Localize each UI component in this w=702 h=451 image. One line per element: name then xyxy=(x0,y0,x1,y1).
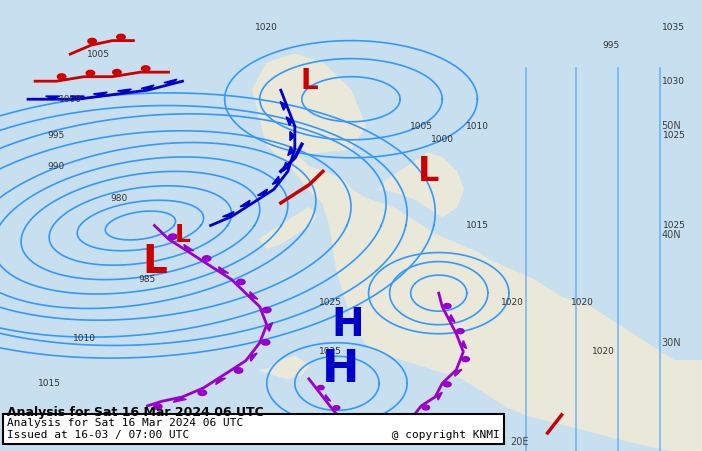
Polygon shape xyxy=(70,96,84,99)
Polygon shape xyxy=(280,101,286,110)
Polygon shape xyxy=(266,322,272,331)
Circle shape xyxy=(317,386,324,390)
Text: 990: 990 xyxy=(48,162,65,171)
Polygon shape xyxy=(272,176,280,184)
Circle shape xyxy=(462,357,470,362)
Circle shape xyxy=(456,329,464,334)
Polygon shape xyxy=(260,207,316,248)
Text: Analysis for Sat 16 Mar 2024 06 UTC: Analysis for Sat 16 Mar 2024 06 UTC xyxy=(7,406,264,419)
Polygon shape xyxy=(117,89,131,93)
Polygon shape xyxy=(141,85,154,90)
Text: 30N: 30N xyxy=(661,338,681,348)
Polygon shape xyxy=(260,356,309,379)
Text: 1025: 1025 xyxy=(663,221,685,230)
Polygon shape xyxy=(250,353,257,361)
Circle shape xyxy=(113,69,121,75)
Text: L: L xyxy=(418,155,439,188)
Text: 995: 995 xyxy=(48,131,65,140)
Text: 0E: 0E xyxy=(338,437,350,447)
Polygon shape xyxy=(449,315,455,322)
Circle shape xyxy=(58,74,66,79)
Text: 1020: 1020 xyxy=(571,298,594,307)
Polygon shape xyxy=(240,200,250,207)
Text: 1025: 1025 xyxy=(319,419,341,428)
Text: 1015: 1015 xyxy=(466,221,489,230)
Circle shape xyxy=(117,34,125,40)
Circle shape xyxy=(333,405,340,410)
Text: 50N: 50N xyxy=(661,121,681,131)
Polygon shape xyxy=(258,189,267,195)
Text: 1020: 1020 xyxy=(592,347,615,356)
Text: 985: 985 xyxy=(139,275,156,284)
Text: 40N: 40N xyxy=(661,230,681,239)
Text: 1000: 1000 xyxy=(59,95,81,104)
Text: 1025: 1025 xyxy=(319,298,341,307)
Text: 20E: 20E xyxy=(510,437,529,447)
Circle shape xyxy=(202,256,211,261)
Polygon shape xyxy=(267,144,702,451)
Circle shape xyxy=(198,390,206,396)
Polygon shape xyxy=(184,244,194,251)
Text: 1010: 1010 xyxy=(466,122,489,131)
Text: L: L xyxy=(142,243,167,281)
Text: 1035: 1035 xyxy=(663,23,685,32)
Circle shape xyxy=(168,234,177,239)
Text: 995: 995 xyxy=(602,41,619,50)
Text: H: H xyxy=(322,348,359,391)
Polygon shape xyxy=(46,96,60,99)
Polygon shape xyxy=(290,132,295,141)
Text: 980: 980 xyxy=(111,194,128,203)
Text: 1005: 1005 xyxy=(87,50,110,59)
Text: L: L xyxy=(300,67,318,95)
Text: H: H xyxy=(331,306,364,344)
Text: Analysis for Sat 16 Mar 2024 06 UTC
Issued at 16-03 / 07:00 UTC                 : Analysis for Sat 16 Mar 2024 06 UTC Issu… xyxy=(7,418,500,440)
Polygon shape xyxy=(216,378,225,385)
Polygon shape xyxy=(283,162,289,171)
Polygon shape xyxy=(164,79,177,84)
Circle shape xyxy=(237,279,245,285)
Circle shape xyxy=(142,66,150,71)
Polygon shape xyxy=(173,398,187,402)
Polygon shape xyxy=(223,212,234,217)
Text: 10E: 10E xyxy=(426,437,444,447)
Text: 1005: 1005 xyxy=(410,122,432,131)
Polygon shape xyxy=(286,117,293,125)
Text: 1025: 1025 xyxy=(663,131,685,140)
Circle shape xyxy=(263,307,271,313)
Text: L: L xyxy=(175,222,190,247)
Text: 1000: 1000 xyxy=(431,135,453,144)
Circle shape xyxy=(444,382,451,387)
Text: 1020: 1020 xyxy=(256,23,278,32)
Polygon shape xyxy=(455,369,462,376)
Polygon shape xyxy=(379,153,463,216)
Circle shape xyxy=(444,304,451,308)
Text: 1025: 1025 xyxy=(319,347,341,356)
Polygon shape xyxy=(288,147,294,156)
Text: 1015: 1015 xyxy=(38,379,60,388)
Circle shape xyxy=(86,70,95,76)
Polygon shape xyxy=(413,415,419,422)
Circle shape xyxy=(154,404,162,410)
Polygon shape xyxy=(324,395,331,401)
Circle shape xyxy=(88,38,96,44)
Polygon shape xyxy=(436,392,442,400)
Circle shape xyxy=(261,340,270,345)
Polygon shape xyxy=(253,54,365,153)
Circle shape xyxy=(234,368,243,373)
Circle shape xyxy=(422,405,430,410)
Polygon shape xyxy=(93,92,107,96)
Text: 1020: 1020 xyxy=(501,298,524,307)
Polygon shape xyxy=(461,341,467,349)
Polygon shape xyxy=(218,267,229,273)
Polygon shape xyxy=(250,292,258,299)
Text: 1030: 1030 xyxy=(663,77,685,86)
Text: 1010: 1010 xyxy=(73,334,95,343)
